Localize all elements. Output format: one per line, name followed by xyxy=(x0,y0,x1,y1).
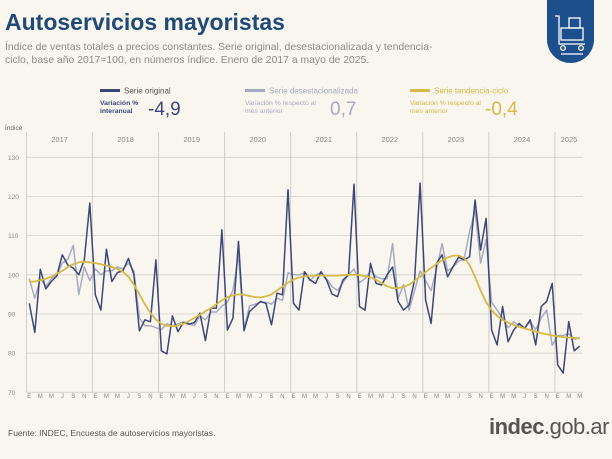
month-tick-label: M xyxy=(434,394,439,400)
legend-swatch xyxy=(100,89,120,93)
legend-value: -0,4 xyxy=(485,99,518,120)
year-label: 2022 xyxy=(381,135,398,144)
month-tick-label: E xyxy=(27,394,31,400)
series-line-original xyxy=(28,182,581,374)
source-note: Fuente: INDEC, Encuesta de autoservicios… xyxy=(8,428,216,438)
page-title: Autoservicios mayoristas xyxy=(5,9,285,35)
y-tick-label: 100 xyxy=(8,272,19,279)
logo-main: indec xyxy=(489,414,544,439)
month-tick-label: M xyxy=(247,394,252,400)
month-tick-label: M xyxy=(511,394,516,400)
legend-note: Variación % respecto al mes anterior xyxy=(410,100,481,115)
month-tick-label: M xyxy=(577,394,582,400)
series-line-tendencia-ciclo xyxy=(29,254,580,340)
month-tick-label: M xyxy=(104,394,109,400)
shopping-cart-icon xyxy=(547,0,594,63)
month-tick-label: J xyxy=(457,394,460,400)
month-tick-label: S xyxy=(71,394,75,400)
month-tick-label: J xyxy=(325,394,328,400)
month-tick-label: N xyxy=(478,394,482,400)
month-tick-label: M xyxy=(445,394,450,400)
legend-note: Variación % interanual xyxy=(100,100,139,115)
y-tick-label: 70 xyxy=(8,390,16,397)
month-tick-label: E xyxy=(490,394,494,400)
legend-swatch xyxy=(410,89,430,93)
month-tick-label: N xyxy=(82,394,86,400)
y-tick-label: 130 xyxy=(8,155,19,162)
legend-desest: Serie desestacionalizada Variación % res… xyxy=(245,86,358,120)
month-tick-label: E xyxy=(358,394,362,400)
legend-swatch xyxy=(245,89,265,93)
month-tick-label: M xyxy=(566,394,571,400)
month-tick-label: S xyxy=(269,394,273,400)
year-label: 2020 xyxy=(249,135,266,144)
month-tick-label: J xyxy=(259,394,262,400)
y-tick-label: 80 xyxy=(8,351,16,358)
year-label: 2019 xyxy=(183,135,200,144)
month-tick-label: M xyxy=(38,394,43,400)
month-tick-label: J xyxy=(127,394,130,400)
month-tick-label: M xyxy=(368,394,373,400)
year-label: 2017 xyxy=(51,135,68,144)
month-tick-label: S xyxy=(137,394,141,400)
y-axis-label: Índice xyxy=(5,123,23,132)
year-label: 2021 xyxy=(315,135,332,144)
month-tick-label: M xyxy=(115,394,120,400)
month-tick-label: N xyxy=(280,394,284,400)
legend-trend: Serie tendencia-ciclo Variación % respec… xyxy=(410,86,518,120)
month-tick-label: M xyxy=(302,394,307,400)
month-tick-label: S xyxy=(468,394,472,400)
month-tick-label: E xyxy=(159,394,163,400)
logo-suffix: .gob.ar xyxy=(543,414,610,439)
month-tick-label: E xyxy=(93,394,97,400)
month-tick-label: M xyxy=(236,394,241,400)
year-label: 2018 xyxy=(117,135,134,144)
legend-original: Serie original Variación % interanual -4… xyxy=(100,86,181,120)
year-label: 2023 xyxy=(448,135,465,144)
month-tick-label: E xyxy=(556,394,560,400)
month-tick-label: M xyxy=(313,394,318,400)
y-tick-label: 110 xyxy=(8,233,19,240)
legend-value: -4,9 xyxy=(148,99,181,120)
month-tick-label: N xyxy=(412,394,416,400)
legend-note: Variación % respecto al mes anterior xyxy=(245,100,316,115)
year-label: 2025 xyxy=(561,135,578,144)
year-label: 2024 xyxy=(514,135,531,144)
month-tick-label: N xyxy=(214,394,218,400)
month-tick-label: J xyxy=(523,394,526,400)
legend-label: Serie original xyxy=(124,86,171,96)
month-tick-label: N xyxy=(148,394,152,400)
month-tick-label: M xyxy=(379,394,384,400)
legend-label: Serie desestacionalizada xyxy=(269,86,358,96)
page-subtitle: Índice de ventas totales a precios const… xyxy=(5,42,433,66)
legend-label: Serie tendencia-ciclo xyxy=(434,86,509,96)
month-tick-label: S xyxy=(336,394,340,400)
month-tick-label: M xyxy=(49,394,54,400)
month-tick-label: M xyxy=(170,394,175,400)
indec-logo: indec.gob.ar xyxy=(489,414,609,440)
month-tick-label: S xyxy=(203,394,207,400)
y-tick-label: 90 xyxy=(8,311,16,318)
month-tick-label: M xyxy=(181,394,186,400)
month-tick-label: E xyxy=(225,394,229,400)
month-tick-label: N xyxy=(346,394,350,400)
month-tick-label: S xyxy=(402,394,406,400)
month-tick-label: J xyxy=(193,394,196,400)
month-tick-label: E xyxy=(291,394,295,400)
month-tick-label: E xyxy=(424,394,428,400)
legend-value: 0,7 xyxy=(330,99,357,120)
y-tick-label: 120 xyxy=(8,194,19,201)
month-tick-label: N xyxy=(545,394,549,400)
month-tick-label: M xyxy=(500,394,505,400)
month-tick-label: J xyxy=(61,394,64,400)
month-tick-label: J xyxy=(391,394,394,400)
month-tick-label: S xyxy=(534,394,538,400)
